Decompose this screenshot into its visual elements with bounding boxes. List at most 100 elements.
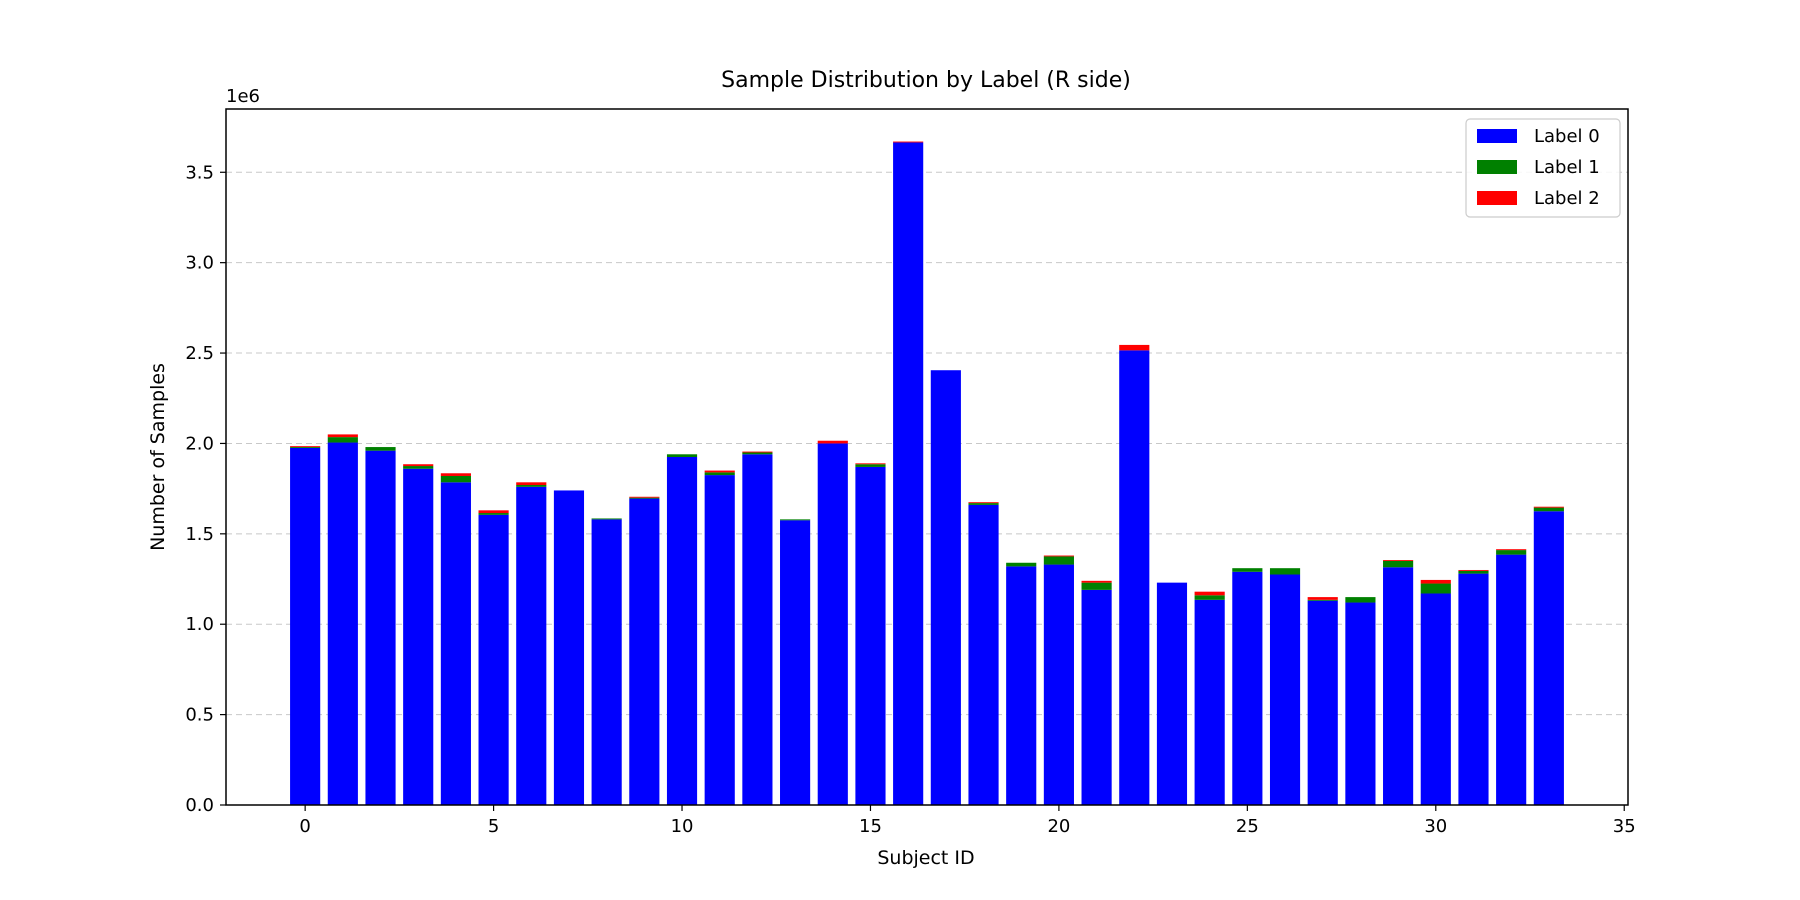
bar-subject-8-label-0 [591, 519, 622, 805]
bar-subject-16-label-2 [893, 141, 924, 143]
bar-subject-22-label-2 [1119, 344, 1150, 351]
grid-lines [226, 171, 1628, 716]
bar-subject-11-label-2 [704, 470, 735, 473]
bar-subject-4-label-0 [440, 482, 471, 805]
bar-subject-0-label-0 [290, 447, 321, 805]
bar-subject-2-label-1 [365, 447, 396, 451]
bar-subject-6-label-1 [516, 485, 547, 487]
bar-subject-10-label-0 [666, 457, 698, 805]
bar-subject-3-label-1 [403, 466, 434, 469]
bar-subject-9-label-1 [629, 497, 660, 499]
bar-subject-17-label-0 [930, 370, 961, 805]
bar-subject-27-label-2 [1307, 597, 1338, 600]
bar-subject-12-label-0 [742, 454, 773, 805]
x-tick-label-25: 25 [1236, 816, 1259, 837]
bar-subject-25-label-1 [1232, 568, 1263, 572]
bar-subject-0-label-1 [290, 447, 321, 448]
bar-subject-18-label-0 [968, 504, 999, 805]
x-tick-label-10: 10 [671, 816, 694, 837]
bar-subject-30-label-1 [1420, 583, 1451, 594]
bar-subject-28-label-1 [1345, 597, 1376, 603]
x-tick-label-35: 35 [1613, 816, 1636, 837]
bar-subject-27-label-1 [1307, 599, 1338, 601]
bar-subject-4-label-2 [440, 473, 471, 476]
y-tick-label-0: 0.0 [185, 795, 214, 816]
bar-subject-12-label-1 [742, 452, 773, 455]
x-tick-label-20: 20 [1047, 816, 1070, 837]
bar-subject-15-label-0 [855, 466, 886, 805]
bar-subject-3-label-0 [403, 468, 434, 805]
bar-subject-18-label-1 [968, 503, 999, 505]
bar-subject-5-label-1 [478, 513, 509, 515]
bar-subject-22-label-0 [1119, 350, 1150, 805]
bar-subject-20-label-0 [1043, 564, 1074, 805]
bar-subject-10-label-1 [666, 454, 698, 457]
bar-subject-5-label-0 [478, 514, 509, 805]
bar-subject-30-label-0 [1420, 593, 1451, 805]
y-tick-label-3: 1.5 [185, 524, 214, 545]
bar-subject-19-label-0 [1006, 566, 1037, 805]
bar-subject-13-label-0 [780, 520, 811, 805]
y-axis-ticks: 0.0 0.5 1.0 1.5 2.0 2.5 3.0 3.5 [185, 162, 226, 816]
y-tick-label-6: 3.0 [185, 253, 214, 274]
bar-subject-24-label-2 [1194, 591, 1225, 596]
bar-subject-14-label-0 [817, 443, 848, 805]
bar-subject-16-label-0 [893, 142, 924, 805]
x-axis-label: Subject ID [877, 847, 974, 869]
bar-subject-2-label-0 [365, 450, 396, 805]
bar-subject-11-label-0 [704, 475, 735, 805]
bar-subject-20-label-2 [1043, 555, 1074, 557]
y-tick-label-2: 1.0 [185, 614, 214, 635]
bar-subject-7-label-0 [553, 490, 585, 805]
bar-subject-29-label-2 [1383, 560, 1414, 561]
y-axis-offset-text: 1e6 [226, 86, 260, 107]
x-tick-label-30: 30 [1424, 816, 1447, 837]
bar-subject-23-label-0 [1156, 582, 1188, 805]
bar-subject-3-label-2 [403, 464, 434, 467]
legend: Label 0 Label 1 Label 2 [1465, 118, 1621, 218]
x-axis-ticks: 0 5 10 15 20 25 30 35 [299, 805, 1636, 837]
bar-subject-25-label-0 [1232, 571, 1263, 805]
bar-subject-9-label-0 [629, 498, 660, 805]
bar-subject-1-label-1 [327, 437, 358, 443]
bar-subject-28-label-0 [1345, 602, 1376, 805]
bar-subject-19-label-1 [1006, 562, 1037, 567]
bar-subject-33-label-2 [1533, 506, 1564, 508]
y-tick-label-7: 3.5 [185, 162, 214, 183]
bar-subject-21-label-0 [1081, 589, 1112, 805]
bar-subject-6-label-2 [516, 482, 547, 486]
bar-subject-0-label-2 [290, 446, 321, 448]
bar-subject-15-label-2 [855, 463, 886, 465]
bar-subject-12-label-2 [742, 451, 773, 453]
bar-subject-1-label-2 [327, 434, 358, 438]
bar-subject-32-label-0 [1496, 554, 1527, 805]
x-tick-label-5: 5 [488, 816, 499, 837]
legend-text-label-2: Label 2 [1534, 188, 1600, 209]
bar-subject-1-label-0 [327, 442, 358, 805]
bar-subject-31-label-0 [1458, 573, 1489, 805]
bar-subject-11-label-1 [704, 472, 735, 476]
bar-subject-31-label-1 [1458, 570, 1489, 574]
bar-subject-4-label-1 [440, 475, 471, 483]
bar-subject-9-label-2 [629, 496, 660, 498]
bar-subject-14-label-2 [817, 440, 848, 444]
bar-subject-32-label-1 [1496, 550, 1527, 555]
x-tick-label-15: 15 [859, 816, 882, 837]
bar-subject-20-label-1 [1043, 556, 1074, 565]
bar-subject-21-label-2 [1081, 580, 1112, 583]
legend-swatch-label-2 [1477, 191, 1517, 205]
legend-text-label-1: Label 1 [1534, 157, 1600, 178]
bar-subject-29-label-0 [1383, 567, 1414, 805]
bar-subject-15-label-1 [855, 464, 886, 467]
y-tick-label-4: 2.0 [185, 433, 214, 454]
bars [290, 141, 1564, 805]
legend-text-label-0: Label 0 [1534, 126, 1600, 147]
legend-swatch-label-0 [1477, 129, 1517, 143]
bar-subject-5-label-2 [478, 510, 509, 514]
bar-subject-29-label-1 [1383, 560, 1414, 568]
bar-subject-24-label-0 [1194, 599, 1225, 805]
legend-swatch-label-1 [1477, 160, 1517, 174]
bar-subject-32-label-2 [1496, 549, 1527, 551]
bar-subject-26-label-1 [1269, 568, 1301, 575]
